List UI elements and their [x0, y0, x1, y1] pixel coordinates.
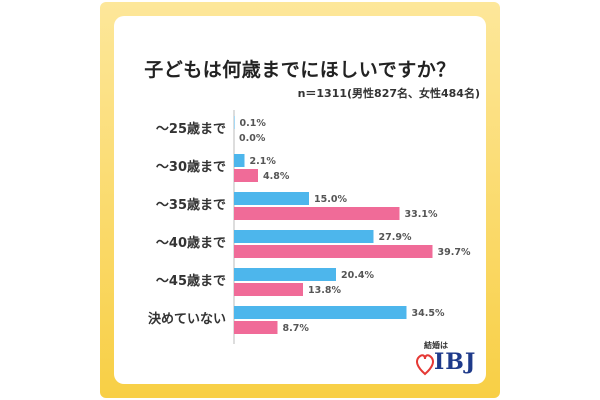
value-label: 15.0%: [314, 194, 347, 205]
bar-female: [234, 207, 400, 220]
bar-male: [234, 268, 336, 281]
value-label: 8.7%: [283, 323, 310, 334]
value-label: 34.5%: [412, 308, 445, 319]
value-label: 27.9%: [379, 232, 412, 243]
value-label: 13.8%: [308, 285, 341, 296]
chart-subtitle: n＝1311(男性827名、女性484名): [297, 87, 480, 100]
value-label: 0.0%: [239, 133, 266, 144]
value-label: 33.1%: [405, 209, 438, 220]
value-label: 20.4%: [341, 270, 374, 281]
category-label: 〜40歳まで: [156, 235, 226, 251]
heart-icon: [416, 354, 434, 376]
value-label: 2.1%: [250, 156, 277, 167]
bar-female: [234, 283, 303, 296]
bar-male: [234, 154, 245, 167]
value-label: 39.7%: [438, 247, 471, 258]
bar-male: [234, 306, 407, 319]
logo-subtext: 結婚は: [424, 340, 448, 350]
bar-female: [234, 321, 278, 334]
category-label: 〜45歳まで: [156, 273, 226, 289]
category-label: 〜35歳まで: [156, 197, 226, 213]
category-label: 決めていない: [148, 311, 226, 327]
logo-ibj: IBJ: [434, 349, 477, 375]
category-label: 〜25歳まで: [156, 121, 226, 137]
bar-male: [234, 230, 374, 243]
bar-female: [234, 169, 258, 182]
category-label: 〜30歳まで: [156, 159, 226, 175]
bar-female: [234, 245, 433, 258]
value-label: 4.8%: [263, 171, 290, 182]
bar-male: [234, 116, 235, 129]
bar-male: [234, 192, 309, 205]
chart-title: 子どもは何歳までにほしいですか？: [144, 59, 456, 81]
value-label: 0.1%: [240, 118, 267, 129]
